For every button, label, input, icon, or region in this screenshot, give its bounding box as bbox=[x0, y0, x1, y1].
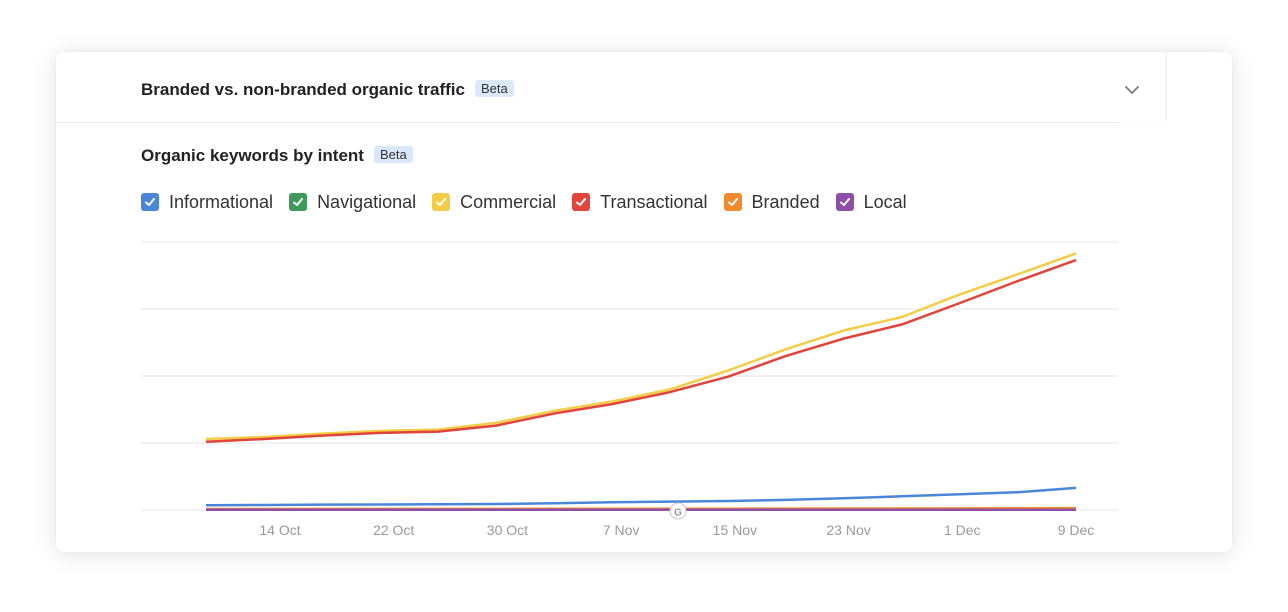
x-tick-label: 22 Oct bbox=[373, 522, 414, 538]
beta-badge: Beta bbox=[475, 80, 514, 97]
legend-item-local[interactable]: Local bbox=[835, 191, 907, 213]
x-tick-label: 30 Oct bbox=[487, 522, 528, 538]
x-tick-label: 7 Nov bbox=[603, 522, 640, 538]
legend-item-branded[interactable]: Branded bbox=[723, 191, 820, 213]
branded-traffic-section-header[interactable]: Branded vs. non-branded organic traffic B… bbox=[56, 52, 1167, 123]
x-axis-ticks: 14 Oct 22 Oct 30 Oct 7 Nov 15 Nov 23 Nov 1 Dec… bbox=[259, 522, 1094, 538]
series-line-commercial bbox=[205, 252, 1077, 441]
legend-item-commercial[interactable]: Commercial bbox=[432, 192, 556, 213]
right-edge-fade bbox=[1118, 122, 1232, 552]
x-tick-label: 1 Dec bbox=[944, 522, 981, 538]
legend-label: Informational bbox=[169, 191, 274, 212]
x-tick-label: 14 Oct bbox=[259, 522, 300, 538]
chart-beta-badge: Beta bbox=[373, 146, 413, 163]
legend-label: Commercial bbox=[460, 191, 557, 212]
legend-label: Navigational bbox=[317, 191, 417, 212]
google-update-icon[interactable]: G bbox=[669, 502, 687, 520]
checkmark-icon[interactable] bbox=[572, 193, 591, 211]
x-tick-label: 9 Dec bbox=[1058, 522, 1095, 538]
intent-line-chart: 14 Oct 22 Oct 30 Oct 7 Nov 15 Nov 23 Nov 1 Dec… bbox=[141, 241, 1118, 538]
chart-grid bbox=[141, 241, 1118, 511]
x-tick-label: 15 Nov bbox=[713, 522, 757, 538]
chevron-down-icon[interactable] bbox=[1122, 80, 1142, 100]
section-title-text: Branded vs. non-branded organic traffic bbox=[141, 80, 465, 99]
series-lines bbox=[205, 252, 1077, 512]
x-tick-label: 23 Nov bbox=[826, 522, 870, 538]
chart-title-text: Organic keywords by intent bbox=[141, 146, 364, 165]
chart-title: Organic keywords by intent Beta bbox=[141, 146, 413, 166]
section-title: Branded vs. non-branded organic traffic B… bbox=[141, 80, 514, 100]
svg-text:G: G bbox=[674, 508, 682, 519]
series-line-transactional bbox=[205, 258, 1077, 443]
checkmark-icon[interactable] bbox=[835, 193, 854, 211]
legend-item-navigational[interactable]: Navigational bbox=[289, 192, 416, 213]
legend-item-transactional[interactable]: Transactional bbox=[572, 191, 708, 213]
legend-item-informational[interactable]: Informational bbox=[141, 192, 273, 213]
series-line-informational bbox=[205, 486, 1077, 507]
chart-legend: Informational Navigational Commercial Trans… bbox=[141, 190, 923, 214]
legend-label: Transactional bbox=[600, 191, 708, 212]
legend-label: Branded bbox=[751, 191, 820, 212]
checkmark-icon[interactable] bbox=[432, 193, 451, 211]
legend-label: Local bbox=[863, 191, 907, 212]
report-card: Branded vs. non-branded organic traffic B… bbox=[56, 52, 1232, 552]
checkmark-icon[interactable] bbox=[289, 193, 308, 211]
checkmark-icon[interactable] bbox=[141, 193, 159, 211]
checkmark-icon[interactable] bbox=[723, 193, 742, 211]
